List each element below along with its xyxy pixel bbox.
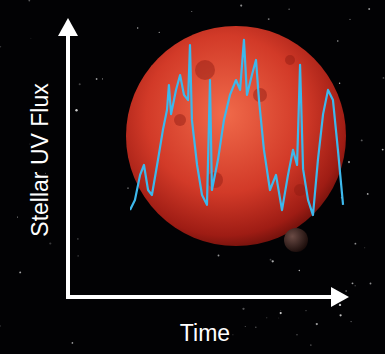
star-spot xyxy=(285,55,295,65)
star-dot xyxy=(255,326,257,328)
chart: Stellar UV Flux Time xyxy=(0,0,385,354)
star-dot xyxy=(354,243,356,245)
star-dot xyxy=(75,109,77,111)
star-spot xyxy=(174,114,186,126)
y-axis-label: Stellar UV Flux xyxy=(27,83,53,237)
star-dot xyxy=(137,27,138,28)
star-dot xyxy=(240,5,242,7)
star-dot xyxy=(79,83,81,85)
star-spot xyxy=(294,184,306,196)
star-dot xyxy=(77,255,78,256)
plot-area xyxy=(130,40,343,215)
star-dot xyxy=(345,290,346,291)
star-dot xyxy=(102,78,103,79)
star-dot xyxy=(244,325,246,327)
star-dot xyxy=(72,342,74,344)
star-dot xyxy=(316,323,318,325)
star-dot xyxy=(299,270,301,272)
star-dot xyxy=(96,78,98,80)
star-dot xyxy=(191,11,193,13)
y-axis-arrow xyxy=(58,18,78,36)
star-dot xyxy=(348,161,350,163)
star-dot xyxy=(339,314,341,316)
star-dot xyxy=(127,187,129,189)
star-dot xyxy=(218,255,220,257)
planet xyxy=(284,228,308,252)
star-dot xyxy=(242,308,244,310)
star-dot xyxy=(0,325,1,326)
star-dot xyxy=(278,317,280,319)
star-dot xyxy=(288,9,289,10)
star-dot xyxy=(337,40,338,41)
star-dot xyxy=(349,19,350,20)
star-dot xyxy=(382,149,384,151)
star-dot xyxy=(355,285,356,286)
star-dot xyxy=(30,37,32,39)
flux-line xyxy=(130,40,343,215)
star-dot xyxy=(49,242,51,244)
star-dot xyxy=(352,282,354,284)
star-dot xyxy=(364,247,365,248)
star-dot xyxy=(310,344,311,345)
star-dot xyxy=(77,238,78,239)
star-dot xyxy=(339,304,341,306)
star-dot xyxy=(280,310,282,312)
star-dot xyxy=(296,334,298,336)
y-axis xyxy=(66,28,70,297)
star-dot xyxy=(280,312,282,314)
star-dot xyxy=(361,139,363,141)
star-dot xyxy=(232,334,233,335)
star-dot xyxy=(266,317,267,318)
x-axis-label: Time xyxy=(180,320,230,346)
star-dot xyxy=(0,46,1,47)
star-dot xyxy=(350,321,351,322)
star-dot xyxy=(305,310,307,312)
star-dot xyxy=(159,32,160,33)
star-dot xyxy=(370,283,372,285)
star-dot xyxy=(270,259,272,261)
x-axis xyxy=(66,295,339,299)
star-spot xyxy=(195,60,215,80)
star-dot xyxy=(17,217,18,218)
star-dot xyxy=(368,8,370,10)
star-dot xyxy=(272,260,274,262)
x-axis-arrow xyxy=(331,287,349,307)
star-dot xyxy=(28,0,30,1)
star-dot xyxy=(367,193,369,195)
star-dot xyxy=(339,83,340,84)
stars xyxy=(0,0,384,345)
star-dot xyxy=(19,271,21,273)
red-dwarf-star xyxy=(126,26,346,246)
star-dot xyxy=(383,77,385,79)
star-dot xyxy=(268,18,270,20)
background xyxy=(0,0,385,354)
